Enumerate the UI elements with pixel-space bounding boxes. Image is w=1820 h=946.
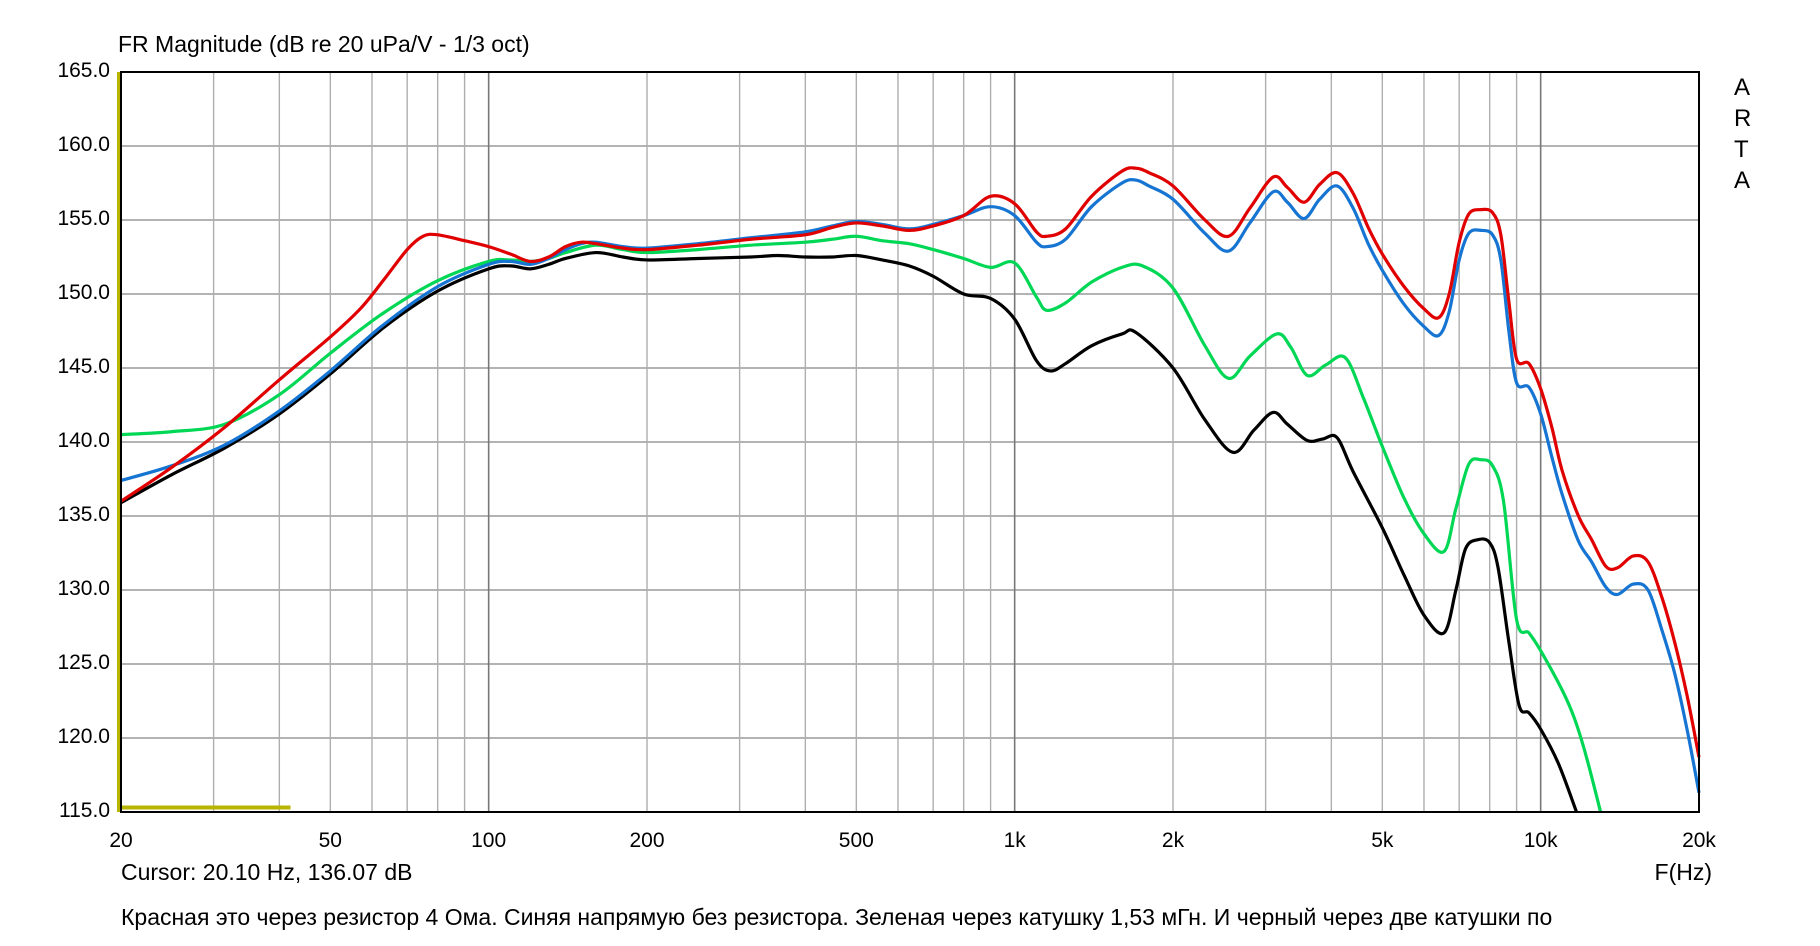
x-tick-label: 10k (1523, 829, 1558, 852)
cursor-readout: Cursor: 20.10 Hz, 136.07 dB (121, 859, 413, 885)
y-tick-label: 120.0 (57, 725, 110, 748)
y-tick-label: 160.0 (57, 133, 110, 156)
arta-letter: A (1734, 74, 1751, 101)
chart-title: FR Magnitude (dB re 20 uPa/V - 1/3 oct) (118, 31, 530, 57)
y-tick-label: 130.0 (57, 577, 110, 600)
x-axis-unit-label: F(Hz) (1654, 859, 1712, 885)
x-tick-label: 100 (471, 829, 507, 852)
y-tick-label: 145.0 (57, 355, 110, 378)
y-tick-label: 165.0 (57, 59, 110, 82)
x-tick-label: 500 (838, 829, 874, 852)
y-tick-label: 150.0 (57, 281, 110, 304)
y-tick-label: 125.0 (57, 651, 110, 674)
arta-watermark: A R T A (1734, 72, 1751, 196)
y-tick-label: 115.0 (59, 799, 110, 822)
legend-note: Красная это через резистор 4 Ома. Синяя … (121, 904, 1553, 930)
x-tick-label: 2k (1161, 829, 1185, 852)
curve-blue (120, 177, 1701, 794)
x-tick-label: 5k (1371, 829, 1394, 852)
x-tick-label: 200 (629, 829, 665, 852)
arta-letter: A (1734, 167, 1751, 194)
y-tick-label: 155.0 (57, 207, 110, 230)
y-tick-label: 140.0 (57, 429, 110, 452)
curve-black (120, 250, 1579, 813)
x-tick-label: 20k (1682, 829, 1716, 852)
x-tick-label: 1k (1003, 829, 1026, 852)
plot-border (120, 71, 1700, 813)
x-tick-label: 20 (109, 829, 133, 852)
y-tick-label: 135.0 (57, 503, 110, 526)
curve-red (120, 166, 1701, 758)
curve-green (120, 234, 1603, 813)
x-tick-label: 50 (318, 829, 342, 852)
arta-letter: R (1734, 105, 1752, 132)
arta-letter: T (1734, 136, 1749, 163)
